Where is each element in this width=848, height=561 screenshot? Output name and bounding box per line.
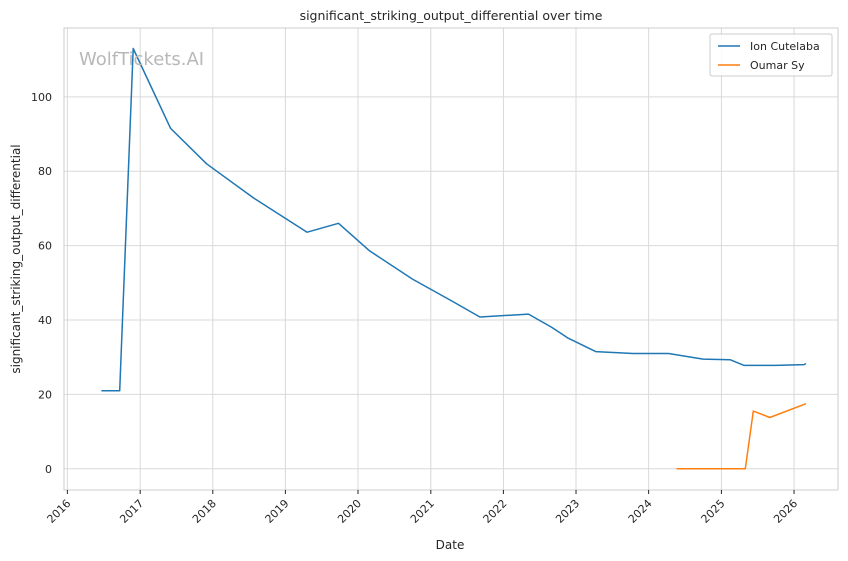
y-tick-label: 20: [38, 388, 52, 401]
x-tick-label: 2018: [190, 497, 219, 526]
x-axis-ticks: 2016 2017 2018 2019 2020 2021 2022 2023 2024 2025…: [45, 490, 800, 526]
legend-label: Oumar Sy: [750, 59, 805, 72]
series-lines: [101, 47, 807, 470]
y-axis-label: significant_striking_output_differential: [9, 144, 23, 373]
y-tick-label: 80: [38, 165, 52, 178]
x-tick-label: 2019: [263, 497, 292, 526]
legend: Ion Cutelaba Oumar Sy: [709, 33, 833, 77]
y-tick-label: 40: [38, 314, 52, 327]
legend-label: Ion Cutelaba: [750, 40, 820, 53]
y-tick-label: 100: [31, 91, 52, 104]
watermark: WolfTickets.AI: [79, 49, 204, 70]
legend-box: [709, 33, 833, 77]
x-tick-label: 2016: [45, 497, 74, 526]
series-line-1: [101, 47, 807, 392]
x-axis-label: Date: [436, 538, 465, 552]
x-tick-label: 2021: [408, 497, 437, 526]
plot-frame: [63, 27, 839, 491]
y-axis-ticks: 0 20 40 60 80 100: [31, 91, 52, 476]
x-tick-label: 2022: [481, 497, 510, 526]
grid: [64, 28, 838, 490]
x-tick-label: 2025: [699, 497, 728, 526]
y-tick-label: 60: [38, 240, 52, 253]
x-tick-label: 2020: [335, 497, 364, 526]
chart-title: significant_striking_output_differential…: [300, 8, 603, 23]
x-tick-label: 2017: [117, 497, 146, 526]
x-tick-label: 2023: [553, 497, 582, 526]
y-tick-label: 0: [45, 463, 52, 476]
series-line-2: [676, 402, 807, 470]
x-tick-label: 2026: [771, 497, 800, 526]
x-tick-label: 2024: [626, 497, 655, 526]
